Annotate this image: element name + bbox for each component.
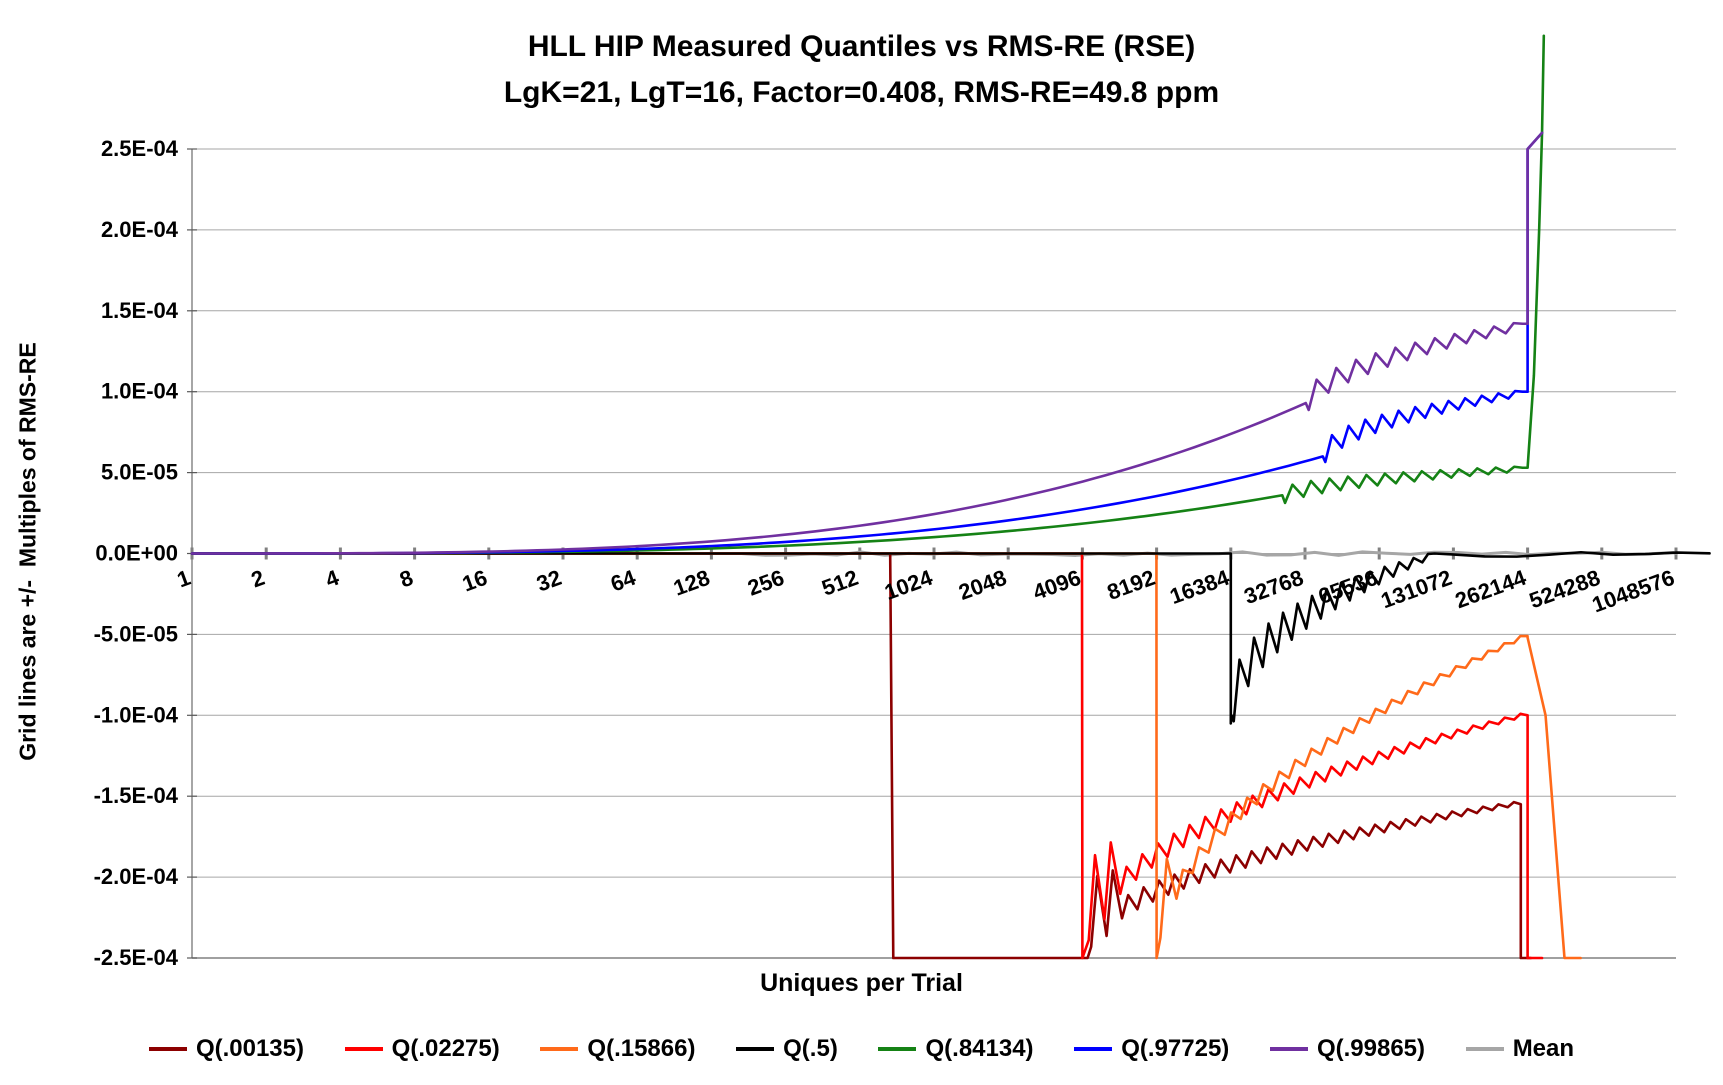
svg-text:-1.0E-04: -1.0E-04 xyxy=(94,702,179,727)
svg-text:2.5E-04: 2.5E-04 xyxy=(101,136,179,161)
svg-text:-2.0E-04: -2.0E-04 xyxy=(94,864,179,889)
svg-text:-1.5E-04: -1.5E-04 xyxy=(94,783,179,808)
svg-text:-5.0E-05: -5.0E-05 xyxy=(94,621,178,646)
svg-text:2.0E-04: 2.0E-04 xyxy=(101,217,179,242)
svg-text:1.0E-04: 1.0E-04 xyxy=(101,379,179,404)
svg-text:0.0E+00: 0.0E+00 xyxy=(95,541,178,566)
svg-text:5.0E-05: 5.0E-05 xyxy=(101,460,178,485)
svg-text:-2.5E-04: -2.5E-04 xyxy=(94,945,179,970)
svg-text:1.5E-04: 1.5E-04 xyxy=(101,298,179,323)
